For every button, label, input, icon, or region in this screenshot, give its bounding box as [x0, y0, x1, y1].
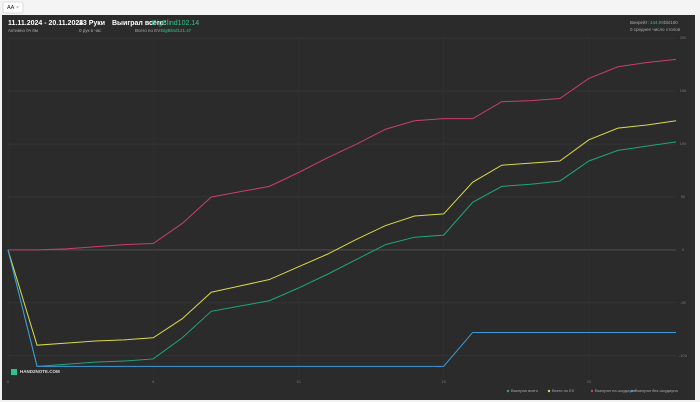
series-line [7, 249, 676, 367]
y-tick-label: 50 [681, 194, 686, 199]
y-tick-label: 0 [682, 247, 685, 252]
series-line [8, 58, 677, 251]
y-tick-label: 200 [680, 35, 687, 40]
logo-icon [11, 369, 17, 375]
hands-per-hour: 0 рук в час [79, 28, 102, 33]
legend-label: Выиграл на шоудауне [595, 388, 637, 393]
legend-label: Всего по EV [552, 388, 575, 393]
x-tick-label: 15 [441, 379, 446, 384]
active-time: Активно 0ч 0м [8, 28, 38, 33]
x-tick-label: 10 [296, 379, 301, 384]
x-tick-label: 20 [587, 379, 592, 384]
won-label: Выиграл всего: [112, 20, 166, 27]
legend-swatch [506, 389, 510, 393]
legend-label: Выиграл всего [511, 388, 539, 393]
tab-label[interactable]: AA [7, 5, 15, 11]
y-tick-label: -50 [680, 300, 687, 305]
panel [2, 15, 695, 400]
winrate-value: 444.09 [650, 20, 664, 25]
legend-swatch [547, 389, 551, 393]
legend-swatch [630, 389, 634, 393]
logo: HAND2NOTE.COM [20, 369, 60, 374]
legend-label: Выиграл без шоудауна [635, 388, 678, 393]
series-line [7, 141, 677, 367]
tab-bar [0, 0, 700, 14]
ev-value: BigBlind121.47 [161, 28, 192, 33]
series-line [7, 120, 677, 346]
legend-swatch [590, 389, 594, 393]
y-tick-label: 100 [680, 141, 687, 146]
date-range: 11.11.2024 - 20.11.2024 [8, 20, 83, 27]
y-tick-label: -100 [679, 353, 688, 358]
x-tick-label: 0 [7, 379, 10, 384]
tables: 0 среднее число столов [630, 27, 681, 32]
hands: 23 Руки [79, 20, 105, 27]
tab[interactable] [2, 1, 24, 14]
chart: -100 -50 0 50 100 150 200 0 5 10 15 20 Выиграл всего… [7, 35, 688, 393]
tab-close[interactable]: × [16, 5, 19, 11]
ev-label: Всего по EV: [135, 28, 161, 33]
winrate-label: Винрейт: [630, 19, 649, 25]
won-value: BigBlind102.14 [152, 20, 199, 27]
x-tick-label: 5 [152, 379, 155, 384]
y-tick-label: 150 [680, 88, 687, 93]
winrate-unit: bb/100 [664, 20, 678, 25]
